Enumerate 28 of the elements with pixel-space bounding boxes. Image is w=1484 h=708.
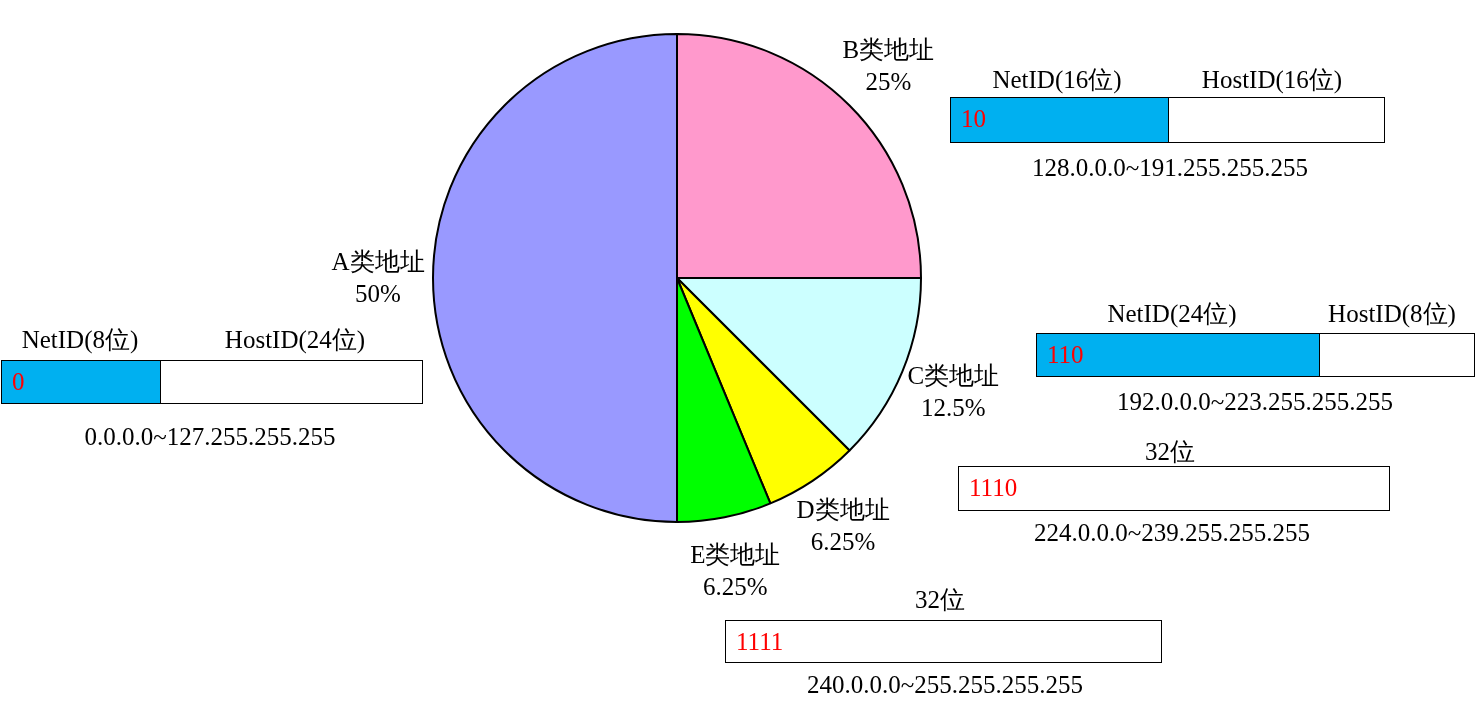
data-label: 25% (865, 68, 912, 96)
slice-label: B类地址 (842, 36, 935, 64)
slice-label: C类地址 (907, 361, 1000, 389)
data-label: 50% (355, 279, 401, 307)
address-field-box: 1110 (958, 466, 1390, 511)
text: 0.0.0.0~127.255.255.255 (84, 423, 336, 451)
address-field-box: 0 (1, 360, 423, 404)
slice-label: D类地址 (796, 496, 890, 524)
text: 32位 (915, 586, 965, 614)
address-field-box: 10 (950, 97, 1385, 143)
text: 240.0.0.0~255.255.255.255 (806, 671, 1084, 699)
address-field-box: 110 (1036, 333, 1475, 377)
text: NetID(24位) (1107, 300, 1237, 328)
slice-label: E类地址 (690, 540, 781, 568)
text: HostID(8位) (1328, 300, 1456, 328)
text: NetID(16位) (992, 66, 1122, 94)
text: HostID(16位) (1201, 66, 1343, 94)
address-field-box: 1111 (725, 620, 1162, 663)
text: HostID(24位) (224, 326, 366, 354)
data-label: 6.25% (703, 572, 768, 600)
text: 32位 (1145, 438, 1195, 466)
text: 224.0.0.0~239.255.255.255 (1033, 519, 1311, 547)
data-label: 6.25% (810, 528, 876, 556)
text: 128.0.0.0~191.255.255.255 (1031, 154, 1309, 182)
text: NetID(8位) (21, 326, 139, 354)
slice-label: A类地址 (331, 247, 425, 275)
text: 192.0.0.0~223.255.255.255 (1116, 388, 1394, 416)
data-label: 12.5% (920, 393, 986, 421)
